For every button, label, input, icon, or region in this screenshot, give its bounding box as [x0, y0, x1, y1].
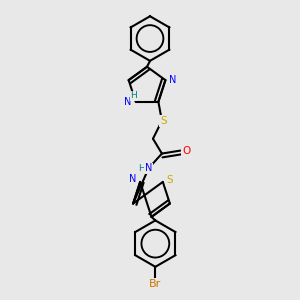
- Text: O: O: [182, 146, 190, 156]
- Text: S: S: [166, 176, 173, 185]
- Text: N: N: [124, 97, 131, 107]
- Text: Br: Br: [149, 279, 161, 289]
- Text: S: S: [160, 116, 167, 126]
- Text: N: N: [129, 174, 137, 184]
- Text: N: N: [145, 164, 152, 173]
- Text: N: N: [169, 75, 176, 85]
- Text: H: H: [139, 164, 145, 173]
- Text: H: H: [130, 91, 137, 100]
